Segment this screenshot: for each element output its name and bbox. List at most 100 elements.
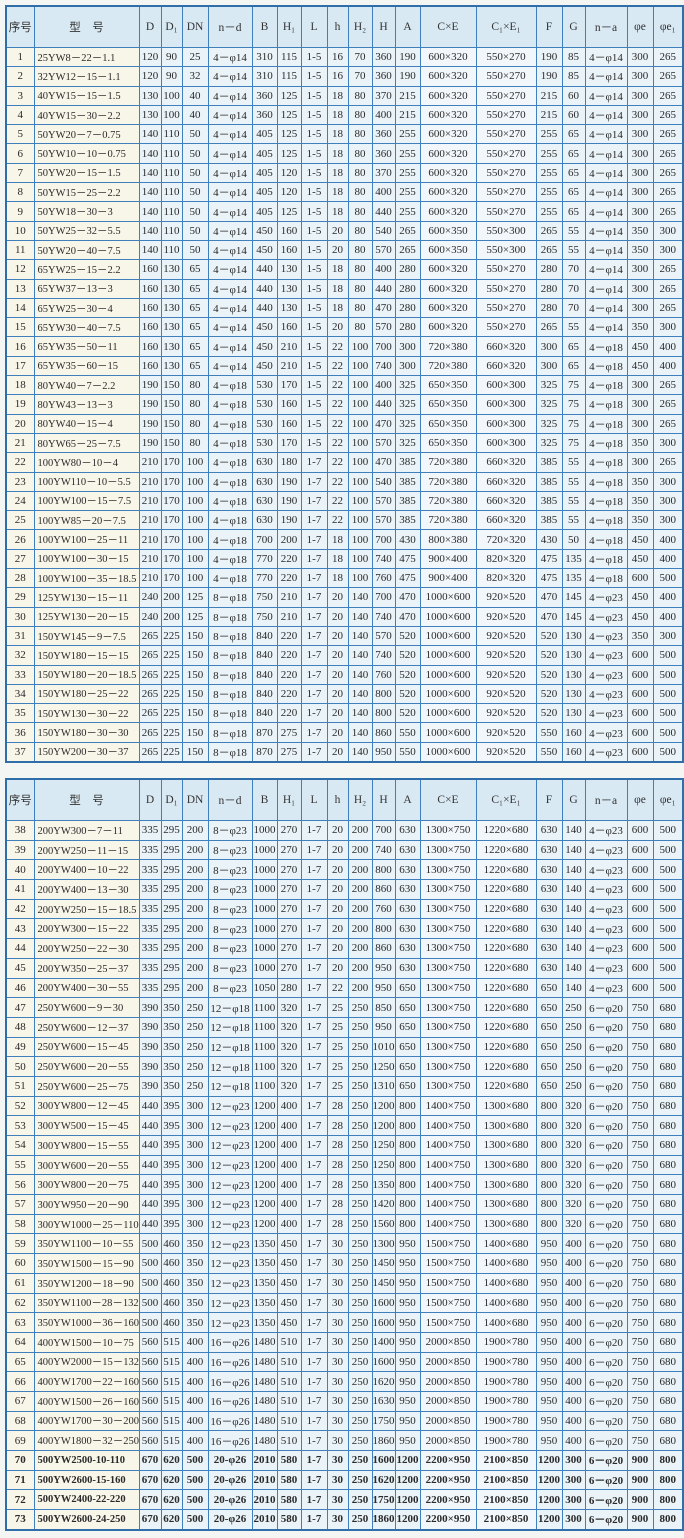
cell-phi-e: 900 <box>626 1469 654 1491</box>
cell-h1: 280 <box>276 977 302 999</box>
cell-d: 210 <box>138 568 162 589</box>
cell-c-x-e: 650×350 <box>419 432 477 454</box>
cell-f: 215 <box>535 104 563 126</box>
cell-phi-e1: 680 <box>652 1371 684 1392</box>
cell-h1: 270 <box>276 957 302 979</box>
cell-f: 650 <box>535 977 563 999</box>
cell-h-total: 1200 <box>371 1095 396 1117</box>
cell-h2: 250 <box>347 1489 373 1511</box>
cell-h: 18 <box>326 143 349 164</box>
cell-g: 140 <box>561 859 586 881</box>
cell-b: 405 <box>251 201 278 222</box>
cell-h1: 580 <box>276 1469 302 1491</box>
cell-phi-e1: 680 <box>652 1056 684 1077</box>
cell-n-d: 4－φ14 <box>207 66 253 87</box>
cell-phi-e1: 500 <box>652 957 684 979</box>
cell-n-d: 4－φ18 <box>207 510 253 531</box>
table-row: 27 100YW100－30－15 210 170 100 4－φ18 770 220 1-7 1… <box>5 548 684 570</box>
cell-phi-e1: 800 <box>652 1450 684 1471</box>
cell-c-x-e: 1400×750 <box>419 1115 477 1136</box>
cell-h: 28 <box>326 1135 349 1156</box>
cell-a: 325 <box>394 394 421 415</box>
cell-b: 450 <box>251 336 278 357</box>
cell-n-d: 8－φ18 <box>207 683 253 705</box>
cell-f: 950 <box>535 1331 563 1353</box>
cell-g: 55 <box>561 220 586 241</box>
cell-h1: 320 <box>276 997 302 1018</box>
table-row: 19 80YW43－13－3 190 150 80 4－φ18 530 160 1-5 22 100… <box>5 394 684 415</box>
cell-d1: 620 <box>160 1509 183 1531</box>
cell-g: 145 <box>561 606 586 627</box>
cell-h-total: 440 <box>371 278 396 299</box>
cell-h: 16 <box>326 46 349 68</box>
cell-no: 62 <box>5 1292 35 1314</box>
cell-d1: 150 <box>160 394 183 415</box>
cell-phi-e1: 265 <box>652 46 684 68</box>
table-row: 58 300YW1000－25－110 440 395 300 12－φ23 1200 400… <box>5 1213 684 1235</box>
cell-c-x-e: 2000×850 <box>419 1331 477 1353</box>
cell-b: 1100 <box>251 1016 278 1038</box>
cell-h1: 320 <box>276 1056 302 1077</box>
cell-d1: 110 <box>160 220 183 241</box>
cell-no: 31 <box>5 625 35 647</box>
cell-c1-x-e1: 550×270 <box>475 201 537 222</box>
cell-h: 25 <box>326 1075 349 1097</box>
table-row: 21 80YW65－25－7.5 190 150 80 4－φ18 530 170 1-5 22 1… <box>5 432 684 454</box>
cell-h2: 200 <box>347 820 373 841</box>
cell-g: 130 <box>561 683 586 705</box>
cell-b: 750 <box>251 606 278 627</box>
cell-phi-e1: 500 <box>652 839 684 861</box>
cell-h-total: 1600 <box>371 1450 396 1471</box>
cell-dn: 150 <box>181 645 209 666</box>
cell-h-total: 760 <box>371 898 396 920</box>
cell-l: 1-7 <box>300 452 328 473</box>
cell-dn: 400 <box>181 1351 209 1373</box>
cell-model: 400YW2000－15－132 <box>33 1351 140 1373</box>
cell-c1-x-e1: 1220×680 <box>475 1075 537 1097</box>
cell-model: 200YW250－22－30 <box>33 938 140 959</box>
cell-h: 25 <box>326 997 349 1018</box>
cell-b: 1480 <box>251 1430 278 1451</box>
cell-a: 215 <box>394 104 421 126</box>
cell-model: 100YW100－15－7.5 <box>33 490 140 512</box>
cell-dn: 125 <box>181 606 209 627</box>
cell-h1: 130 <box>276 297 302 319</box>
column-header-n-d: n－d <box>207 778 253 821</box>
table-row: 6 50YW10－10－0.75 140 110 50 4－φ14 405 125 1-5 18 8… <box>5 143 684 164</box>
cell-phi-e1: 265 <box>652 162 684 184</box>
cell-g: 65 <box>561 336 586 357</box>
cell-dn: 250 <box>181 1036 209 1058</box>
cell-phi-e1: 680 <box>652 1036 684 1058</box>
cell-n-d: 4－φ14 <box>207 143 253 164</box>
cell-no: 4 <box>5 104 35 126</box>
cell-c1-x-e1: 1300×680 <box>475 1174 537 1196</box>
cell-phi-e: 900 <box>626 1489 654 1511</box>
cell-d: 335 <box>138 977 162 999</box>
cell-g: 75 <box>561 413 586 434</box>
cell-d: 190 <box>138 432 162 454</box>
cell-h2: 250 <box>347 1371 373 1392</box>
cell-n-a: 4－φ14 <box>584 162 628 184</box>
cell-d1: 620 <box>160 1489 183 1511</box>
cell-c1-x-e1: 1220×680 <box>475 918 537 940</box>
cell-model: 350YW1000－36－160 <box>33 1312 140 1333</box>
cell-a: 650 <box>394 997 421 1018</box>
cell-a: 630 <box>394 918 421 940</box>
cell-c1-x-e1: 660×320 <box>475 510 537 531</box>
cell-n-a: 6－φ20 <box>584 1272 628 1294</box>
cell-l: 1-5 <box>300 201 328 222</box>
column-header-phi-e1: φe₁ <box>652 5 684 48</box>
cell-h1: 160 <box>276 239 302 261</box>
cell-n-a: 4－φ14 <box>584 317 628 338</box>
cell-c-x-e: 720×380 <box>419 355 477 377</box>
cell-d1: 170 <box>160 548 183 570</box>
cell-f: 255 <box>535 162 563 184</box>
cell-model: 125YW130－20－15 <box>33 606 140 627</box>
cell-f: 385 <box>535 490 563 512</box>
cell-d1: 620 <box>160 1469 183 1491</box>
cell-h-total: 1450 <box>371 1253 396 1274</box>
cell-h: 30 <box>326 1233 349 1255</box>
cell-h1: 275 <box>276 741 302 763</box>
cell-n-a: 4－φ18 <box>584 394 628 415</box>
cell-h-total: 1400 <box>371 1331 396 1353</box>
